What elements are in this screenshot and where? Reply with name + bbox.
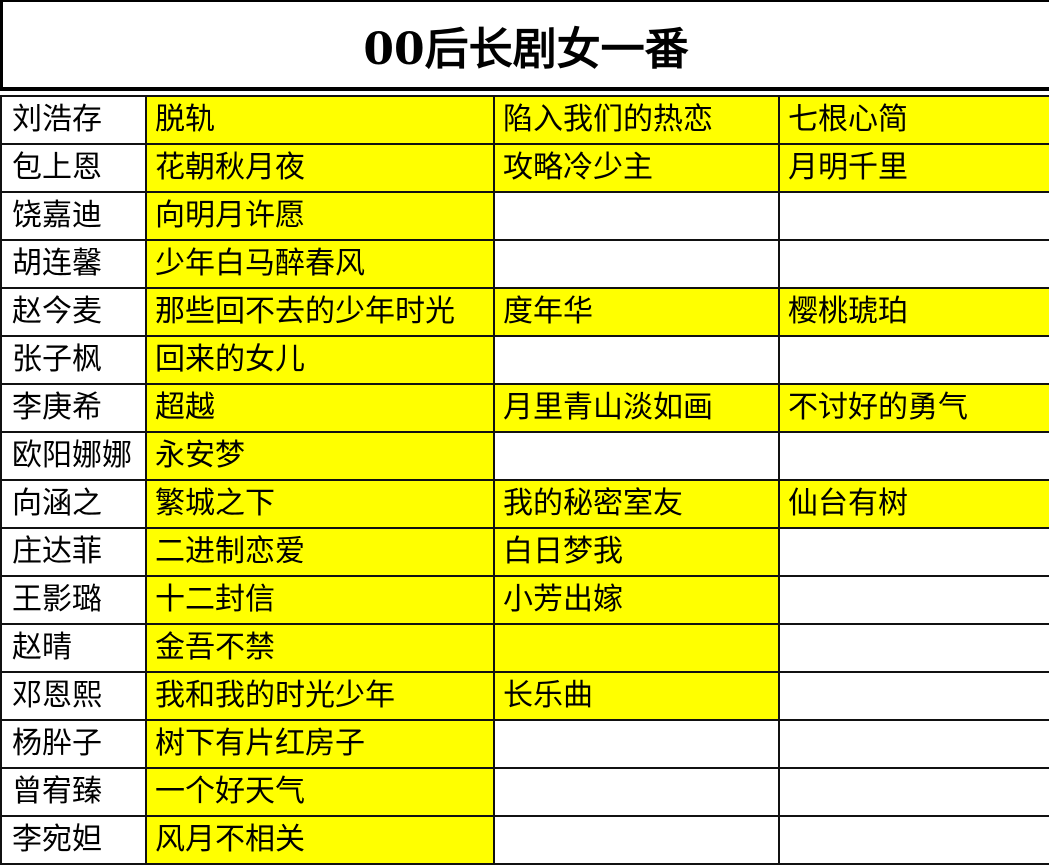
actress-name-cell: 赵今麦 [0, 287, 147, 337]
actress-name-cell: 曾宥臻 [0, 767, 147, 817]
table-title: 00后长剧女一番 [0, 0, 1049, 91]
drama-cell: 永安梦 [145, 431, 495, 481]
drama-cell: 不讨好的勇气 [778, 383, 1049, 433]
drama-cell: 我和我的时光少年 [145, 671, 495, 721]
actress-name-cell: 胡连馨 [0, 239, 147, 289]
drama-cell [778, 191, 1049, 241]
actress-name-cell: 饶嘉迪 [0, 191, 147, 241]
drama-cell: 少年白马醉春风 [145, 239, 495, 289]
drama-cell: 月明千里 [778, 143, 1049, 193]
drama-cell: 长乐曲 [493, 671, 780, 721]
actress-name-cell: 包上恩 [0, 143, 147, 193]
table-row: 王影璐 十二封信 小芳出嫁 [0, 575, 1049, 625]
actress-drama-table: 刘浩存 脱轨 陷入我们的热恋 七根心简 包上恩 花朝秋月夜 攻略冷少主 月明千里 饶嘉迪 向明月许… [0, 95, 1049, 865]
drama-cell [493, 191, 780, 241]
drama-cell: 回来的女儿 [145, 335, 495, 385]
table-row: 邓恩熙 我和我的时光少年 长乐曲 [0, 671, 1049, 721]
drama-cell: 攻略冷少主 [493, 143, 780, 193]
drama-cell: 月里青山淡如画 [493, 383, 780, 433]
drama-cell: 仙台有树 [778, 479, 1049, 529]
table-row: 张子枫 回来的女儿 [0, 335, 1049, 385]
drama-cell: 小芳出嫁 [493, 575, 780, 625]
drama-cell [778, 671, 1049, 721]
table-row: 李宛妲 风月不相关 [0, 815, 1049, 865]
drama-cell: 金吾不禁 [145, 623, 495, 673]
actress-name-cell: 庄达菲 [0, 527, 147, 577]
table-row: 李庚希 超越 月里青山淡如画 不讨好的勇气 [0, 383, 1049, 433]
drama-cell [778, 815, 1049, 865]
drama-cell: 樱桃琥珀 [778, 287, 1049, 337]
table-row: 曾宥臻 一个好天气 [0, 767, 1049, 817]
drama-cell: 繁城之下 [145, 479, 495, 529]
drama-cell: 向明月许愿 [145, 191, 495, 241]
actress-name-cell: 李宛妲 [0, 815, 147, 865]
drama-cell [493, 719, 780, 769]
actress-name-cell: 李庚希 [0, 383, 147, 433]
drama-cell [493, 431, 780, 481]
drama-cell [493, 239, 780, 289]
drama-cell: 十二封信 [145, 575, 495, 625]
actress-name-cell: 向涵之 [0, 479, 147, 529]
table-row: 刘浩存 脱轨 陷入我们的热恋 七根心简 [0, 95, 1049, 145]
table-row: 庄达菲 二进制恋爱 白日梦我 [0, 527, 1049, 577]
drama-cell: 超越 [145, 383, 495, 433]
table-row: 欧阳娜娜 永安梦 [0, 431, 1049, 481]
drama-cell [778, 527, 1049, 577]
drama-cell [778, 335, 1049, 385]
drama-cell: 二进制恋爱 [145, 527, 495, 577]
drama-cell: 脱轨 [145, 95, 495, 145]
table-row: 向涵之 繁城之下 我的秘密室友 仙台有树 [0, 479, 1049, 529]
actress-name-cell: 张子枫 [0, 335, 147, 385]
drama-cell [778, 431, 1049, 481]
drama-cell [778, 575, 1049, 625]
actress-name-cell: 邓恩熙 [0, 671, 147, 721]
drama-cell [778, 239, 1049, 289]
drama-cell: 七根心简 [778, 95, 1049, 145]
drama-cell [493, 767, 780, 817]
drama-cell [493, 335, 780, 385]
table-row: 杨肸子 树下有片红房子 [0, 719, 1049, 769]
drama-cell: 白日梦我 [493, 527, 780, 577]
drama-cell [778, 767, 1049, 817]
actress-name-cell: 刘浩存 [0, 95, 147, 145]
table-row: 饶嘉迪 向明月许愿 [0, 191, 1049, 241]
drama-cell: 度年华 [493, 287, 780, 337]
drama-cell: 那些回不去的少年时光 [145, 287, 495, 337]
table-row: 包上恩 花朝秋月夜 攻略冷少主 月明千里 [0, 143, 1049, 193]
actress-name-cell: 杨肸子 [0, 719, 147, 769]
drama-cell: 花朝秋月夜 [145, 143, 495, 193]
drama-cell: 树下有片红房子 [145, 719, 495, 769]
table-row: 赵晴 金吾不禁 [0, 623, 1049, 673]
drama-cell [493, 623, 780, 673]
table-row: 胡连馨 少年白马醉春风 [0, 239, 1049, 289]
actress-name-cell: 欧阳娜娜 [0, 431, 147, 481]
drama-cell: 我的秘密室友 [493, 479, 780, 529]
drama-cell: 一个好天气 [145, 767, 495, 817]
table-row: 赵今麦 那些回不去的少年时光 度年华 樱桃琥珀 [0, 287, 1049, 337]
table-body: 刘浩存 脱轨 陷入我们的热恋 七根心简 包上恩 花朝秋月夜 攻略冷少主 月明千里 饶嘉迪 向明月许… [0, 95, 1049, 865]
drama-cell: 陷入我们的热恋 [493, 95, 780, 145]
actress-name-cell: 王影璐 [0, 575, 147, 625]
drama-cell [778, 719, 1049, 769]
actress-name-cell: 赵晴 [0, 623, 147, 673]
drama-cell: 风月不相关 [145, 815, 495, 865]
drama-cell [493, 815, 780, 865]
drama-cell [778, 623, 1049, 673]
